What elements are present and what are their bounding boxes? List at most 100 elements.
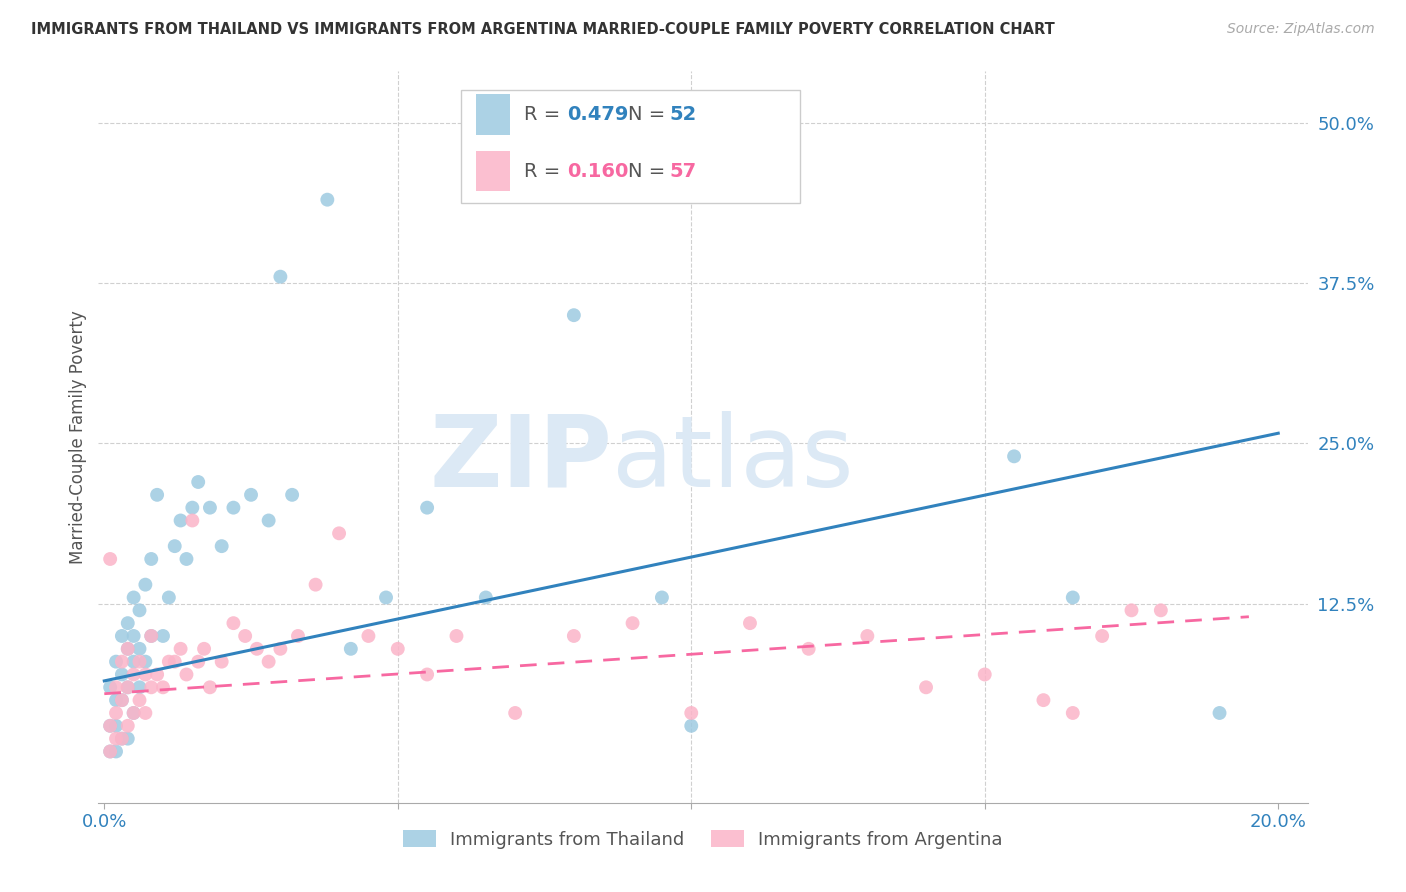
Point xyxy=(98,719,121,733)
Point xyxy=(211,539,233,553)
Point xyxy=(98,681,121,695)
FancyBboxPatch shape xyxy=(475,95,509,135)
Point xyxy=(357,629,380,643)
Point xyxy=(98,744,121,758)
Point xyxy=(111,655,134,669)
Point xyxy=(128,693,150,707)
Point xyxy=(128,641,150,656)
Point xyxy=(387,641,409,656)
Point xyxy=(169,514,191,528)
Point xyxy=(117,641,139,656)
Point xyxy=(193,641,215,656)
Point xyxy=(222,500,245,515)
Point xyxy=(269,641,291,656)
Point xyxy=(146,667,169,681)
Point xyxy=(1062,591,1084,605)
Point xyxy=(240,488,263,502)
Point xyxy=(681,719,703,733)
Point xyxy=(856,629,879,643)
Point xyxy=(111,629,134,643)
Point xyxy=(111,667,134,681)
Point xyxy=(375,591,398,605)
Point xyxy=(157,591,180,605)
Text: ZIP: ZIP xyxy=(429,410,613,508)
Point xyxy=(198,681,221,695)
Point xyxy=(117,719,139,733)
Point xyxy=(416,500,439,515)
Point xyxy=(105,719,128,733)
Point xyxy=(141,629,163,643)
Text: 57: 57 xyxy=(669,162,696,181)
Text: 0.160: 0.160 xyxy=(568,162,628,181)
Point xyxy=(105,655,128,669)
Point xyxy=(152,681,174,695)
Point xyxy=(1150,603,1173,617)
Point xyxy=(446,629,468,643)
Point xyxy=(122,667,145,681)
Point xyxy=(122,629,145,643)
Point xyxy=(146,488,169,502)
Point xyxy=(233,629,256,643)
Point xyxy=(176,667,198,681)
Point xyxy=(222,616,245,631)
Point xyxy=(651,591,673,605)
Text: 52: 52 xyxy=(669,105,696,125)
Point xyxy=(211,655,233,669)
Point xyxy=(181,514,204,528)
Point xyxy=(134,706,156,720)
Point xyxy=(176,552,198,566)
Point xyxy=(187,475,209,489)
Point xyxy=(98,744,121,758)
Point xyxy=(163,539,186,553)
Point xyxy=(105,706,128,720)
Point xyxy=(328,526,350,541)
Point xyxy=(1062,706,1084,720)
Point xyxy=(246,641,269,656)
Point xyxy=(257,514,280,528)
Point xyxy=(562,308,585,322)
Text: N =: N = xyxy=(628,105,672,125)
Point xyxy=(1091,629,1114,643)
Point xyxy=(915,681,938,695)
Point xyxy=(117,641,139,656)
Point xyxy=(257,655,280,669)
Point xyxy=(134,655,156,669)
Point xyxy=(117,616,139,631)
Point xyxy=(681,706,703,720)
Point xyxy=(111,731,134,746)
Point xyxy=(187,655,209,669)
Point xyxy=(98,719,121,733)
Point xyxy=(141,681,163,695)
FancyBboxPatch shape xyxy=(461,90,800,203)
Point xyxy=(128,681,150,695)
Point xyxy=(98,552,121,566)
Point xyxy=(122,591,145,605)
Point xyxy=(157,655,180,669)
Point xyxy=(163,655,186,669)
Point xyxy=(134,577,156,591)
Point xyxy=(141,552,163,566)
Text: R =: R = xyxy=(524,105,567,125)
Point xyxy=(105,681,128,695)
Point xyxy=(105,731,128,746)
Point xyxy=(111,693,134,707)
Point xyxy=(287,629,309,643)
Point xyxy=(122,706,145,720)
Point xyxy=(152,629,174,643)
Point xyxy=(281,488,304,502)
Point xyxy=(1208,706,1230,720)
Point xyxy=(105,744,128,758)
Point xyxy=(181,500,204,515)
Text: IMMIGRANTS FROM THAILAND VS IMMIGRANTS FROM ARGENTINA MARRIED-COUPLE FAMILY POVE: IMMIGRANTS FROM THAILAND VS IMMIGRANTS F… xyxy=(31,22,1054,37)
Point xyxy=(416,667,439,681)
Y-axis label: Married-Couple Family Poverty: Married-Couple Family Poverty xyxy=(69,310,87,564)
Point xyxy=(122,706,145,720)
Point xyxy=(105,693,128,707)
Point xyxy=(111,731,134,746)
Point xyxy=(340,641,363,656)
Text: Source: ZipAtlas.com: Source: ZipAtlas.com xyxy=(1227,22,1375,37)
Point xyxy=(128,655,150,669)
Point xyxy=(973,667,995,681)
Point xyxy=(738,616,761,631)
Point xyxy=(128,603,150,617)
